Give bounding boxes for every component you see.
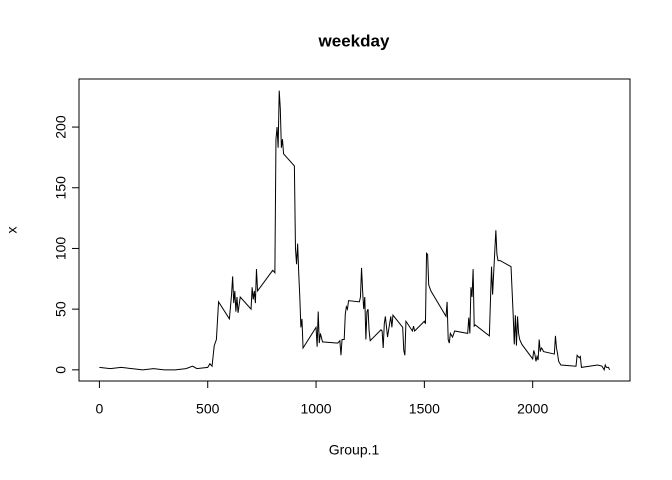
data-line — [99, 90, 611, 372]
x-tick-label: 1500 — [409, 401, 440, 417]
plot-frame — [78, 78, 631, 382]
y-tick-label: 200 — [53, 115, 69, 139]
y-axis-label: x — [4, 227, 20, 234]
y-tick-label: 150 — [53, 176, 69, 200]
x-tick-label: 0 — [96, 401, 104, 417]
x-tick-label: 1000 — [300, 401, 331, 417]
y-tick-label: 50 — [53, 301, 69, 317]
x-axis-label: Group.1 — [329, 442, 380, 458]
y-tick-label: 100 — [53, 237, 69, 261]
x-tick-label: 500 — [196, 401, 220, 417]
x-tick-label: 2000 — [517, 401, 548, 417]
y-tick-label: 0 — [53, 366, 69, 374]
chart-title: weekday — [318, 31, 390, 50]
